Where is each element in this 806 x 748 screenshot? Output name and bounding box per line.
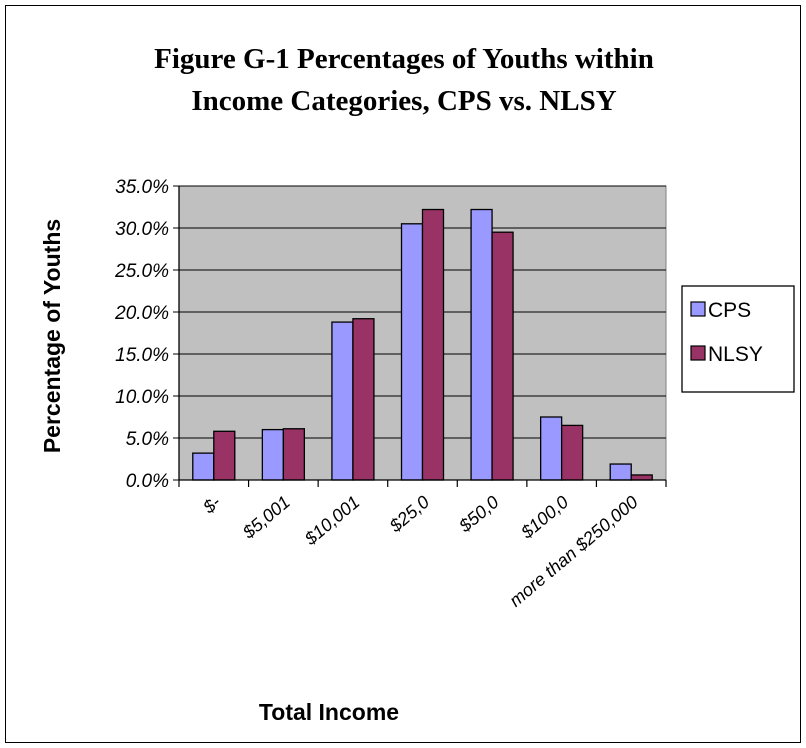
y-tick-label: 30.0%: [115, 219, 169, 240]
legend: CPS NLSY: [681, 285, 795, 393]
bar-cps: [609, 463, 632, 481]
x-category-label: $100,0: [516, 492, 572, 543]
chart-svg: Figure G-1 Percentages of Youths within …: [39, 43, 795, 725]
y-tick-label: 0.0%: [126, 471, 169, 492]
bar-cps: [261, 428, 285, 481]
chart-title-line-1: Figure G-1 Percentages of Youths within: [154, 43, 654, 75]
x-category-label: $10,001: [300, 492, 363, 550]
bar-nlsy: [630, 474, 653, 481]
bar-nlsy: [560, 424, 584, 481]
bar-nlsy: [352, 318, 375, 481]
chart-title-line-2: Income Categories, CPS vs. NLSY: [191, 85, 616, 117]
y-tick-label: 15.0%: [115, 345, 169, 366]
y-tick-label: 25.0%: [114, 261, 169, 282]
bar-nlsy: [491, 231, 514, 481]
y-tick-label: 5.0%: [126, 429, 169, 450]
chart-title: Figure G-1 Percentages of Youths within …: [154, 43, 654, 117]
x-category-label: $25,0: [385, 492, 433, 537]
legend-label-cps: CPS: [708, 299, 751, 322]
legend-swatch-cps: [690, 301, 706, 317]
bar-nlsy: [421, 208, 445, 481]
y-tick-label: 35.0%: [115, 177, 169, 198]
bars: [192, 208, 653, 481]
y-tick-label: 20.0%: [114, 303, 169, 324]
legend-label-nlsy: NLSY: [708, 343, 763, 366]
y-axis-title: Percentage of Youths: [39, 219, 65, 453]
legend-swatch-nlsy: [690, 345, 706, 361]
bar-nlsy: [282, 428, 306, 481]
y-tick-labels: 0.0% 5.0% 10.0% 15.0% 20.0% 25.0% 30.0% 35.0%: [114, 177, 179, 492]
bar-cps: [470, 208, 493, 481]
chart-frame: Figure G-1 Percentages of Youths within …: [5, 5, 801, 743]
x-axis-title: Total Income: [259, 699, 399, 725]
x-category-label: $-: [198, 492, 224, 518]
bar-cps: [400, 223, 424, 481]
x-category-label: more than $250,000: [506, 492, 642, 611]
bar-nlsy: [213, 430, 236, 481]
axes: [178, 186, 667, 487]
x-category-label: $50,0: [455, 492, 503, 537]
bar-cps: [539, 416, 563, 481]
bar-cps: [192, 452, 215, 481]
bar-cps: [331, 321, 354, 481]
y-tick-label: 10.0%: [115, 387, 169, 408]
x-category-label: $5,001: [238, 492, 294, 543]
